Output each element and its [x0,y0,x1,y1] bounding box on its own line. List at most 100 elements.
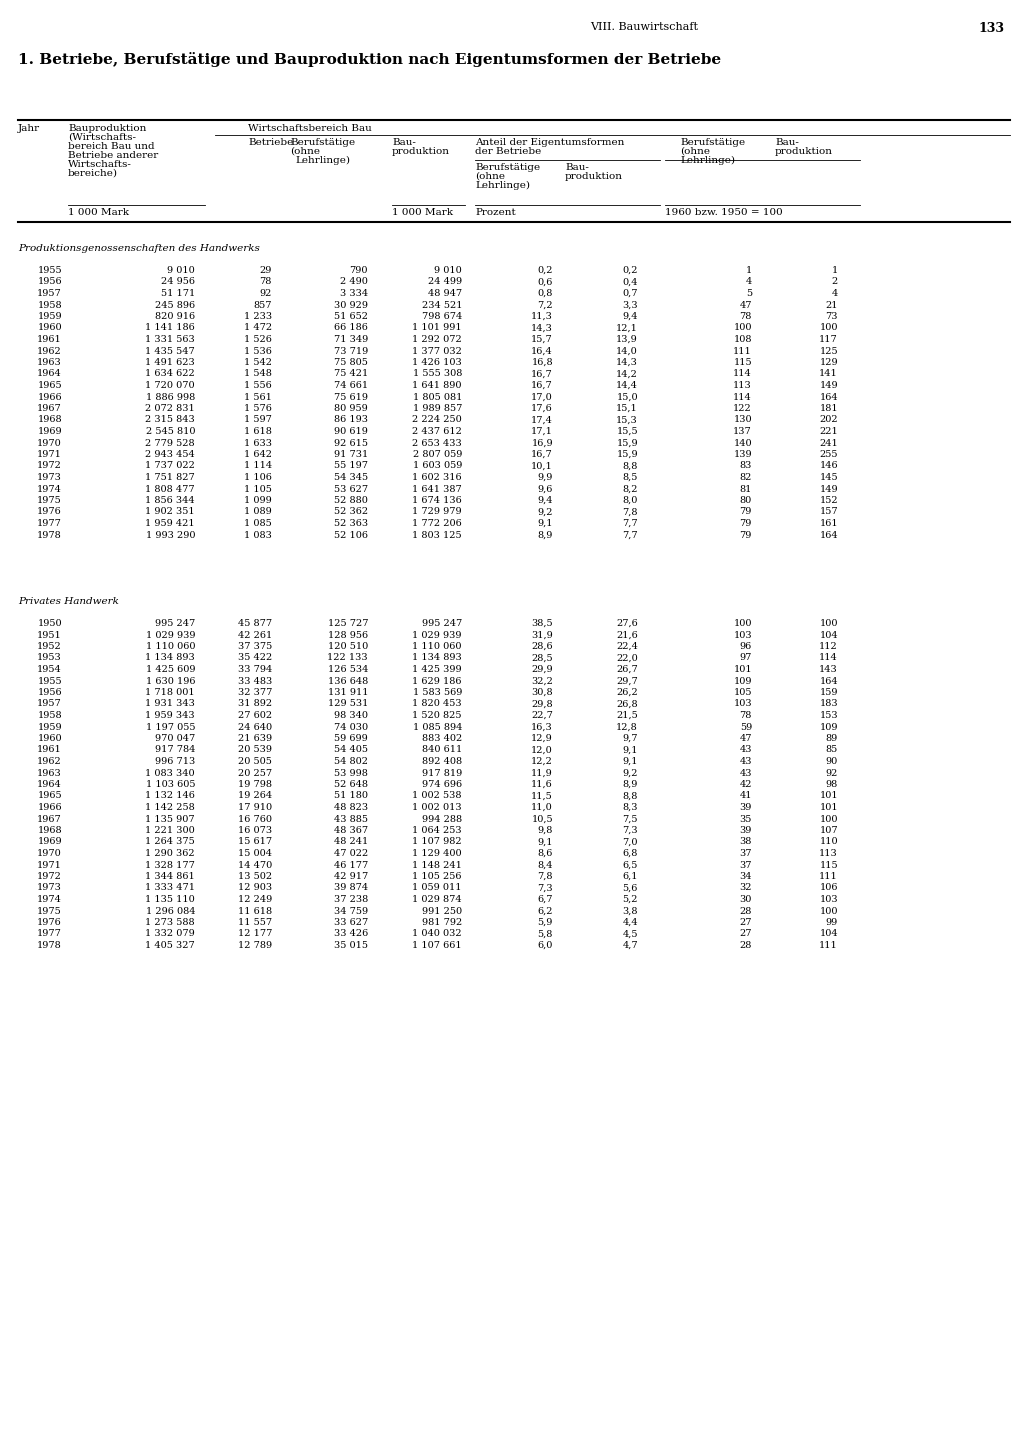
Text: 128 956: 128 956 [328,631,368,639]
Text: 9 010: 9 010 [167,266,195,276]
Text: 1 134 893: 1 134 893 [145,654,195,662]
Text: 1963: 1963 [37,358,62,367]
Text: VIII. Bauwirtschaft: VIII. Bauwirtschaft [590,22,698,32]
Text: 111: 111 [733,346,752,355]
Text: 1960: 1960 [37,323,62,332]
Text: 2 490: 2 490 [340,277,368,287]
Text: 1 561: 1 561 [244,392,272,401]
Text: 17,6: 17,6 [531,404,553,413]
Text: 79: 79 [739,508,752,517]
Text: 26,7: 26,7 [616,665,638,674]
Text: 30: 30 [739,895,752,903]
Text: 34 759: 34 759 [334,906,368,915]
Text: 1 805 081: 1 805 081 [413,392,462,401]
Text: 15,9: 15,9 [616,439,638,447]
Text: Berufstätige: Berufstätige [475,163,540,172]
Text: Bauproduktion: Bauproduktion [68,124,146,133]
Text: 96: 96 [739,642,752,651]
Text: 0,6: 0,6 [538,277,553,287]
Text: 1 333 471: 1 333 471 [145,883,195,893]
Text: 12,0: 12,0 [531,746,553,755]
Text: 1. Betriebe, Berufstätige und Bauproduktion nach Eigentumsformen der Betriebe: 1. Betriebe, Berufstätige und Bauprodukt… [18,52,721,66]
Text: 38,5: 38,5 [531,619,553,628]
Text: 137: 137 [733,427,752,436]
Text: Lehrlinge): Lehrlinge) [680,156,735,165]
Text: 38: 38 [739,837,752,847]
Text: 2 545 810: 2 545 810 [145,427,195,436]
Text: 103: 103 [733,631,752,639]
Text: 1 472: 1 472 [244,323,272,332]
Text: 131 911: 131 911 [328,688,368,697]
Text: 1 720 070: 1 720 070 [145,381,195,390]
Text: 1 331 563: 1 331 563 [145,335,195,343]
Text: 1 526: 1 526 [244,335,272,343]
Text: 183: 183 [819,700,838,709]
Text: 1973: 1973 [37,473,62,482]
Text: 1956: 1956 [37,277,62,287]
Text: 1966: 1966 [37,392,62,401]
Text: 1 803 125: 1 803 125 [413,531,462,540]
Text: 26,2: 26,2 [616,688,638,697]
Text: 8,0: 8,0 [623,496,638,505]
Text: Wirtschaftsbereich Bau: Wirtschaftsbereich Bau [248,124,372,133]
Text: 104: 104 [819,929,838,938]
Text: 1 107 661: 1 107 661 [413,941,462,949]
Text: 14,3: 14,3 [531,323,553,332]
Text: 37: 37 [739,848,752,859]
Text: 994 288: 994 288 [422,814,462,824]
Text: 16,8: 16,8 [531,358,553,367]
Text: 52 362: 52 362 [334,508,368,517]
Text: Anteil der Eigentumsformen: Anteil der Eigentumsformen [475,139,625,147]
Text: 2 943 454: 2 943 454 [145,450,195,459]
Text: (ohne: (ohne [475,172,505,180]
Text: 1 059 011: 1 059 011 [413,883,462,893]
Text: 14,0: 14,0 [616,346,638,355]
Text: Bau-: Bau- [775,139,799,147]
Text: 91 731: 91 731 [334,450,368,459]
Text: bereiche): bereiche) [68,169,118,177]
Text: 1953: 1953 [37,654,62,662]
Text: 1 641 890: 1 641 890 [413,381,462,390]
Text: 66 186: 66 186 [334,323,368,332]
Text: 1 328 177: 1 328 177 [145,860,195,870]
Text: 54 802: 54 802 [334,758,368,766]
Text: 1 344 861: 1 344 861 [145,872,195,882]
Text: 1 542: 1 542 [244,358,272,367]
Text: 111: 111 [819,872,838,882]
Text: bereich Bau und: bereich Bau und [68,141,155,152]
Text: 1968: 1968 [37,825,62,835]
Text: 157: 157 [819,508,838,517]
Text: 11,0: 11,0 [531,802,553,812]
Text: produktion: produktion [565,172,623,180]
Text: 7,8: 7,8 [623,508,638,517]
Text: 1 993 290: 1 993 290 [145,531,195,540]
Text: 1 602 316: 1 602 316 [413,473,462,482]
Text: 1: 1 [745,266,752,276]
Text: 47: 47 [739,300,752,309]
Text: 15 617: 15 617 [238,837,272,847]
Text: 1 808 477: 1 808 477 [145,485,195,494]
Text: 27,6: 27,6 [616,619,638,628]
Text: 110: 110 [819,837,838,847]
Text: 1971: 1971 [37,450,62,459]
Text: 1 674 136: 1 674 136 [413,496,462,505]
Text: 1 114: 1 114 [244,462,272,470]
Text: 92: 92 [825,769,838,778]
Text: 42: 42 [739,781,752,789]
Text: 1 820 453: 1 820 453 [413,700,462,709]
Text: 12 789: 12 789 [238,941,272,949]
Text: 97: 97 [739,654,752,662]
Text: 115: 115 [733,358,752,367]
Text: 1 633: 1 633 [244,439,272,447]
Text: 1967: 1967 [37,814,62,824]
Text: 33 627: 33 627 [334,918,368,926]
Text: 6,1: 6,1 [623,872,638,882]
Text: 6,2: 6,2 [538,906,553,915]
Text: 1 135 110: 1 135 110 [145,895,195,903]
Text: 8,9: 8,9 [623,781,638,789]
Text: 1960: 1960 [37,734,62,743]
Text: 1 083 340: 1 083 340 [145,769,195,778]
Text: 16,7: 16,7 [531,369,553,378]
Text: 1 132 146: 1 132 146 [145,792,195,801]
Text: 46 177: 46 177 [334,860,368,870]
